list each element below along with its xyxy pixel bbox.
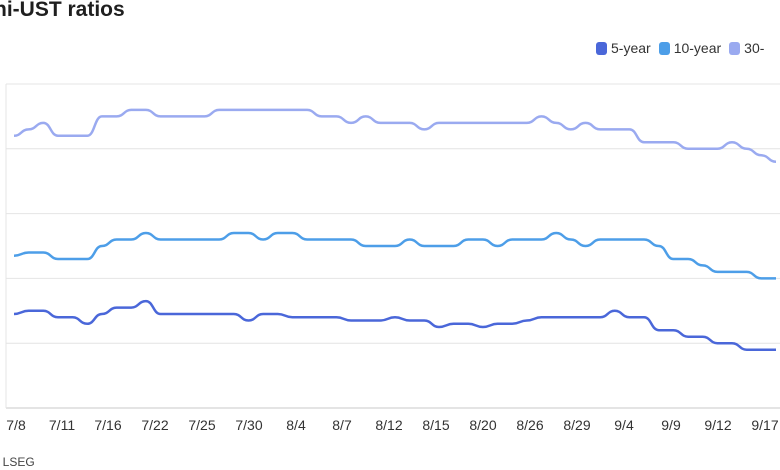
series-line-30-year[interactable] [13, 108, 777, 164]
x-axis-ticks: 7/8 7/11 7/16 7/22 7/25 7/30 8/4 8/7 8/12 8/15 8/2… [6, 417, 779, 433]
x-tick-label: 9/9 [661, 417, 681, 433]
x-tick-label: 9/12 [704, 417, 731, 433]
legend-label-10-year: 10-year [673, 40, 722, 56]
series-line-5-year[interactable] [13, 299, 776, 351]
series-line-10-year[interactable] [13, 231, 776, 280]
x-tick-label: 7/30 [235, 417, 262, 433]
x-tick-label: 9/4 [614, 417, 634, 433]
legend-label-5-year: 5-year [611, 40, 651, 56]
legend-item-30-year[interactable]: 30- [729, 40, 764, 56]
x-tick-label: 8/15 [422, 417, 449, 433]
legend: 5-year 10-year 30- [596, 40, 764, 56]
x-tick-label: 9/17 [751, 417, 778, 433]
source-note: : LSEG [0, 455, 35, 469]
series-lines [13, 108, 777, 351]
legend-swatch-30-year [729, 41, 741, 55]
x-tick-label: 7/8 [6, 417, 26, 433]
x-tick-label: 7/22 [141, 417, 168, 433]
x-tick-label: 7/25 [188, 417, 215, 433]
x-tick-label: 7/16 [94, 417, 121, 433]
legend-swatch-10-year [658, 41, 670, 55]
x-tick-label: 8/12 [375, 417, 402, 433]
gridlines [5, 83, 780, 409]
legend-swatch-5-year [596, 41, 607, 55]
x-tick-label: 8/20 [469, 417, 496, 433]
legend-label-30-year: 30- [744, 40, 765, 56]
x-tick-label: 8/29 [563, 417, 590, 433]
x-tick-label: 7/11 [49, 417, 75, 433]
chart-title: ni-UST ratios [0, 0, 125, 21]
x-tick-label: 8/4 [286, 417, 306, 433]
x-tick-label: 8/26 [516, 417, 543, 433]
legend-item-10-year[interactable]: 10-year [658, 40, 722, 56]
legend-item-5-year[interactable]: 5-year [596, 40, 651, 56]
x-tick-label: 8/7 [332, 417, 352, 433]
